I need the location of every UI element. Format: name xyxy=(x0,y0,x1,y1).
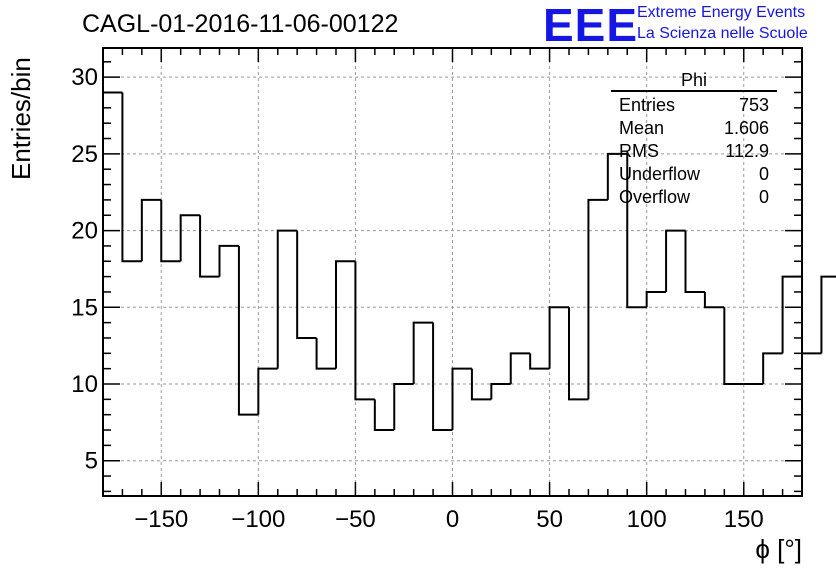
histogram-bin xyxy=(509,352,531,384)
histogram-bin xyxy=(626,153,647,309)
stats-key: RMS xyxy=(619,141,659,161)
histogram-bin xyxy=(801,276,822,355)
y-tick-label: 25 xyxy=(71,141,98,168)
histogram-bin xyxy=(412,321,434,384)
eee-logo-line1: Extreme Energy Events xyxy=(637,4,806,21)
histogram-bin xyxy=(548,306,569,369)
stats-key: Overflow xyxy=(619,187,691,207)
histogram-bin xyxy=(257,367,278,415)
stats-title: Phi xyxy=(611,70,777,92)
stats-row-overflow: Overflow 0 xyxy=(611,186,777,209)
y-tick-label: 20 xyxy=(71,218,98,245)
x-axis-label: ϕ [°] xyxy=(755,534,802,564)
histogram-bin xyxy=(568,307,589,401)
x-tick-label: 100 xyxy=(627,506,667,533)
histogram-bin xyxy=(490,383,511,400)
stats-value: 0 xyxy=(758,187,769,207)
stats-row-underflow: Underflow 0 xyxy=(611,163,777,186)
eee-logo-line2: La Scienza nelle Scuole xyxy=(637,25,808,42)
histogram-bin xyxy=(354,261,375,401)
histogram-bin xyxy=(102,91,123,496)
stats-value: 112.9 xyxy=(725,141,769,161)
histogram-bin xyxy=(160,199,181,263)
histogram-bin xyxy=(315,337,336,370)
histogram-bin xyxy=(645,290,667,308)
axis-ticks xyxy=(102,48,803,496)
histogram-bin xyxy=(276,229,298,369)
histogram-bin xyxy=(606,152,628,200)
stats-value: 0 xyxy=(758,164,769,184)
stats-box: Phi Entries 753 Mean 1.606 RMS 112.9 Und… xyxy=(611,70,777,210)
histogram-bin xyxy=(296,230,317,339)
x-tick-label: 150 xyxy=(724,506,764,533)
histogram-bin xyxy=(723,307,744,385)
eee-logo: EEE xyxy=(543,0,639,51)
x-tick-label: −150 xyxy=(134,506,188,533)
run-title: CAGL-01-2016-11-06-00122 xyxy=(82,10,399,38)
stats-key: Entries xyxy=(619,95,676,115)
y-tick-label: 30 xyxy=(71,64,98,91)
histogram-bin xyxy=(140,198,162,262)
y-axis-label: Entries/bin xyxy=(6,57,36,180)
histogram-bin xyxy=(218,244,239,277)
stats-key: Mean xyxy=(619,118,665,138)
histogram-bin xyxy=(665,229,686,292)
histogram-bin xyxy=(451,367,472,431)
stats-key: Underflow xyxy=(619,164,701,184)
histogram-bin xyxy=(529,353,550,370)
stats-row-entries: Entries 753 xyxy=(611,94,777,117)
histogram-bin xyxy=(121,92,142,263)
histogram-bin xyxy=(684,230,705,293)
stats-row-mean: Mean 1.606 xyxy=(611,117,777,140)
histogram-bin xyxy=(179,214,201,262)
histogram-bin xyxy=(432,322,453,432)
y-tick-label: 10 xyxy=(71,371,98,398)
stats-row-rms: RMS 112.9 xyxy=(611,140,777,163)
tick-labels: −150 −100 −50 0 50 100 150 5 10 15 20 25 30 xyxy=(71,64,763,533)
x-tick-label: 50 xyxy=(536,506,563,533)
histogram-bin xyxy=(470,368,492,401)
histogram-bin xyxy=(373,399,395,432)
x-tick-label: 0 xyxy=(446,506,459,533)
histogram-bin xyxy=(587,198,608,400)
histogram-bin xyxy=(237,245,259,416)
histogram-bin xyxy=(762,352,783,384)
y-tick-label: 5 xyxy=(85,448,98,475)
stats-value: 753 xyxy=(738,95,769,115)
x-tick-label: −50 xyxy=(335,506,376,533)
histogram-bin xyxy=(781,275,802,354)
histogram-bin xyxy=(199,215,220,278)
histogram-bin xyxy=(393,383,414,431)
histogram-bin xyxy=(335,260,356,369)
stats-value: 1.606 xyxy=(723,118,769,138)
histogram-bin xyxy=(820,275,836,354)
x-tick-label: −100 xyxy=(231,506,285,533)
histogram-bin xyxy=(703,291,725,309)
y-tick-label: 15 xyxy=(71,294,98,321)
